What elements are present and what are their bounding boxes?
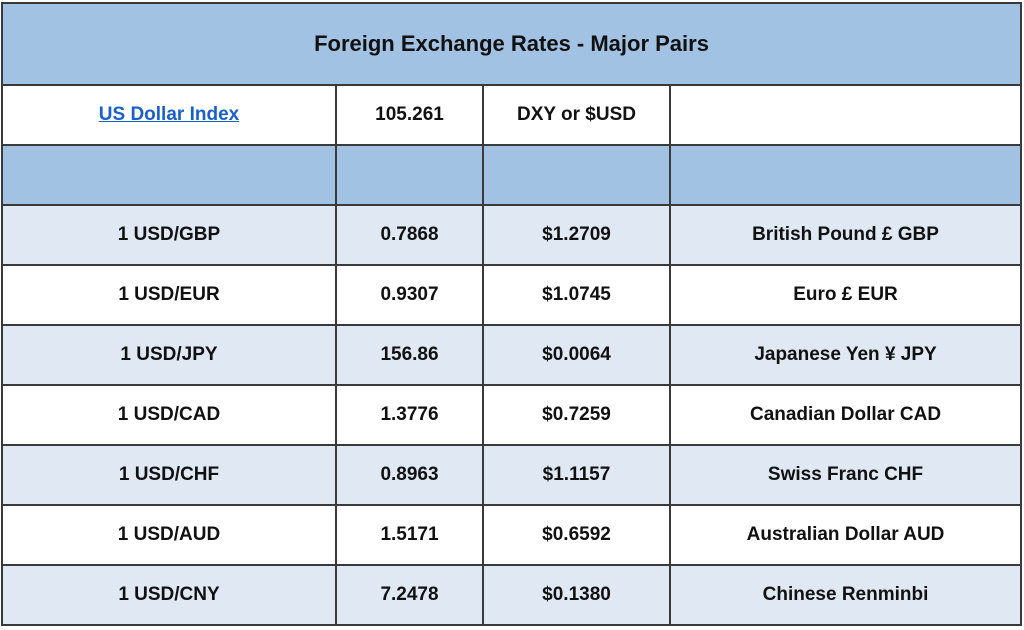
pair-cell: 1 USD/CAD [1, 384, 337, 446]
spacer-cell [335, 144, 484, 206]
title-row: Foreign Exchange Rates - Major Pairs [0, 2, 1023, 86]
index-extra [668, 84, 1023, 146]
rate-cell: 0.8963 [335, 444, 484, 506]
pair-cell: 1 USD/GBP [1, 204, 337, 266]
rate-cell: 1.3776 [335, 384, 484, 446]
rate-cell: 156.86 [335, 324, 484, 386]
table-title: Foreign Exchange Rates - Major Pairs [0, 2, 1023, 86]
usd-value-cell: $1.0745 [482, 264, 671, 326]
table-row: 1 USD/CHF 0.8963 $1.1157 Swiss Franc CHF [1, 444, 1023, 506]
currency-cell: Swiss Franc CHF [668, 444, 1023, 506]
pair-cell: 1 USD/JPY [1, 324, 337, 386]
rate-cell: 0.7868 [335, 204, 484, 266]
spacer-cell [482, 144, 671, 206]
usd-value-cell: $0.1380 [482, 564, 671, 626]
index-label-cell: US Dollar Index [1, 84, 337, 146]
usd-value-cell: $1.2709 [482, 204, 671, 266]
usd-value-cell: $0.7259 [482, 384, 671, 446]
index-symbol: DXY or $USD [482, 84, 671, 146]
us-dollar-index-link[interactable]: US Dollar Index [98, 104, 240, 125]
table-row: 1 USD/GBP 0.7868 $1.2709 British Pound £… [1, 204, 1023, 266]
table-row: 1 USD/AUD 1.5171 $0.6592 Australian Doll… [1, 504, 1023, 566]
index-value: 105.261 [335, 84, 484, 146]
currency-cell: Chinese Renminbi [668, 564, 1023, 626]
pair-cell: 1 USD/CNY [1, 564, 337, 626]
currency-cell: British Pound £ GBP [668, 204, 1023, 266]
usd-value-cell: $0.0064 [482, 324, 671, 386]
currency-cell: Euro £ EUR [668, 264, 1023, 326]
usd-value-cell: $1.1157 [482, 444, 671, 506]
spacer-row [1, 144, 1023, 206]
rate-cell: 7.2478 [335, 564, 484, 626]
table-row: 1 USD/CNY 7.2478 $0.1380 Chinese Renminb… [1, 564, 1023, 626]
pair-cell: 1 USD/EUR [1, 264, 337, 326]
currency-cell: Canadian Dollar CAD [668, 384, 1023, 446]
spacer-cell [668, 144, 1023, 206]
table-row: 1 USD/CAD 1.3776 $0.7259 Canadian Dollar… [1, 384, 1023, 446]
rate-cell: 1.5171 [335, 504, 484, 566]
table-row: 1 USD/EUR 0.9307 $1.0745 Euro £ EUR [1, 264, 1023, 326]
pair-cell: 1 USD/CHF [1, 444, 337, 506]
currency-cell: Japanese Yen ¥ JPY [668, 324, 1023, 386]
index-row: US Dollar Index 105.261 DXY or $USD [1, 84, 1023, 146]
spacer-cell [1, 144, 337, 206]
currency-cell: Australian Dollar AUD [668, 504, 1023, 566]
rate-cell: 0.9307 [335, 264, 484, 326]
table-row: 1 USD/JPY 156.86 $0.0064 Japanese Yen ¥ … [1, 324, 1023, 386]
pair-cell: 1 USD/AUD [1, 504, 337, 566]
usd-value-cell: $0.6592 [482, 504, 671, 566]
